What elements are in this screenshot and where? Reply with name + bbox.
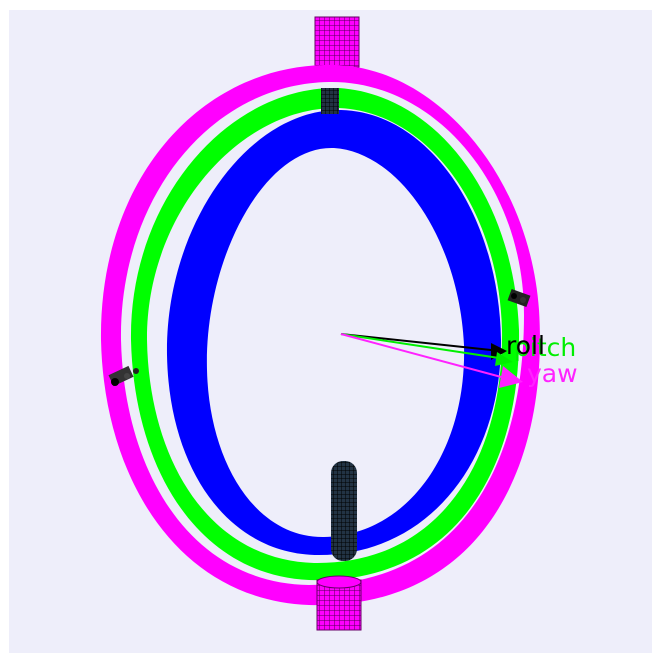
roll-axis (340, 333, 507, 360)
3d-viewport[interactable]: pitch roll yaw (9, 10, 652, 653)
gimbal-scene[interactable]: pitch roll yaw (9, 10, 652, 653)
yaw-axis-label: yaw (527, 359, 578, 388)
top-ring-marker (321, 88, 339, 114)
pitch-axis (340, 333, 513, 366)
bottom-pivot-cap (316, 575, 362, 589)
right-bearing (507, 288, 531, 308)
pitch-axis-label: pitch (514, 333, 576, 362)
inner-ring-cylinder (331, 461, 357, 561)
left-bearing (108, 365, 139, 387)
roll-axis-label: roll (506, 331, 545, 360)
yaw-axis (340, 333, 523, 388)
top-pivot-pin (314, 16, 360, 68)
